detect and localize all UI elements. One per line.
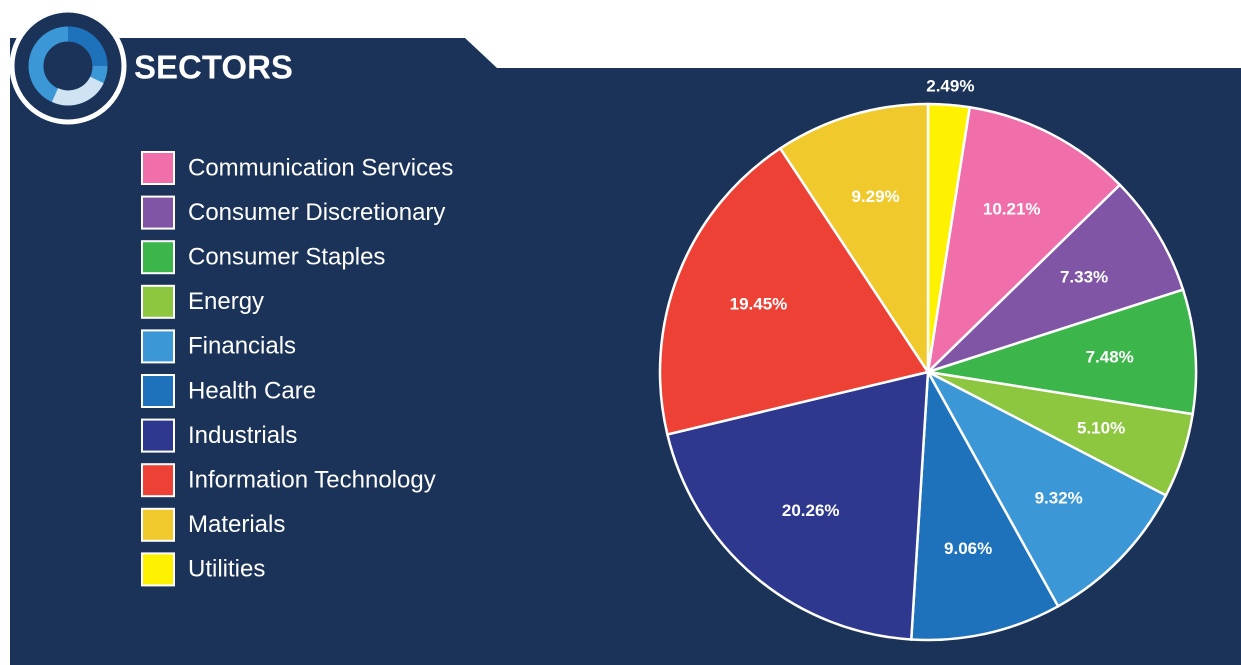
legend-label: Utilities — [188, 556, 265, 583]
legend-swatch — [141, 195, 175, 230]
pie-slice — [926, 105, 1122, 376]
legend-swatch — [141, 374, 175, 408]
legend-label: Financials — [188, 333, 296, 360]
legend-swatch — [141, 507, 175, 542]
data-label: 9.29% — [851, 187, 899, 206]
data-label: 7.33% — [1060, 267, 1108, 286]
icon-donut-part — [67, 26, 108, 67]
legend-label: Materials — [188, 511, 285, 538]
data-label: 5.10% — [1077, 418, 1125, 437]
data-label: 20.26% — [782, 501, 840, 520]
legend-swatch — [141, 552, 175, 587]
pie-slice — [665, 370, 930, 641]
data-label: 10.21% — [983, 200, 1041, 219]
data-label: 2.49% — [926, 76, 974, 95]
pie-slice — [658, 146, 931, 436]
pie-slice — [927, 183, 1185, 374]
icon-donut-part — [51, 76, 104, 106]
legend-swatch — [141, 240, 175, 275]
pie-slice — [927, 288, 1198, 416]
legend-swatch — [141, 463, 175, 498]
legend-label: Consumer Staples — [188, 244, 385, 271]
data-label: 9.32% — [1035, 489, 1083, 508]
legend-label: Communication Services — [188, 154, 453, 181]
legend-swatch — [141, 151, 175, 185]
legend-swatch — [141, 284, 175, 319]
legend-label: Information Technology — [188, 467, 436, 494]
legend-label: Health Care — [188, 377, 316, 404]
legend-label: Energy — [188, 288, 264, 315]
data-label: 7.48% — [1086, 347, 1134, 366]
pie-slice — [909, 367, 1060, 642]
chart-title: SECTORS — [134, 49, 293, 86]
data-label: 19.45% — [730, 295, 788, 314]
legend-swatch — [141, 418, 175, 453]
pie-slice — [778, 102, 930, 377]
data-label: 9.06% — [944, 539, 992, 558]
pie-slice — [924, 368, 1168, 609]
legend-swatch — [141, 329, 175, 364]
legend-label: Consumer Discretionary — [188, 199, 445, 226]
legend-label: Industrials — [188, 422, 297, 449]
